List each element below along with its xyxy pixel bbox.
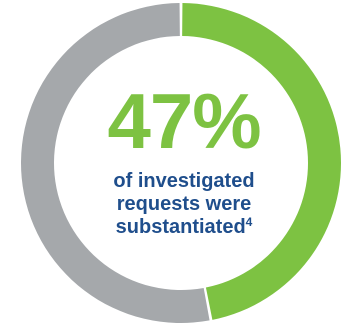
chart-caption: of investigated requests were substantia…: [60, 170, 308, 239]
donut-slice-substantiated: [182, 3, 342, 320]
caption-line-3-text: substantiated: [115, 216, 246, 238]
caption-line-3: substantiated4: [60, 216, 308, 239]
caption-line-2: requests were: [116, 193, 252, 215]
caption-line-1: of investigated: [113, 170, 255, 192]
donut-slice-not-substantiated: [21, 3, 210, 323]
percentage-value: 47%: [107, 77, 261, 165]
footnote-marker: 4: [245, 215, 253, 229]
